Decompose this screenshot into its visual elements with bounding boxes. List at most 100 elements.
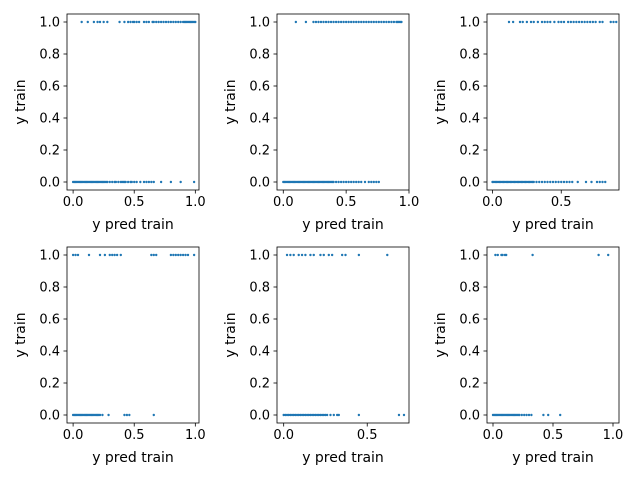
scatter-points xyxy=(71,20,197,184)
scatter-point xyxy=(540,20,544,24)
scatter-point xyxy=(304,413,307,417)
scatter-point xyxy=(339,20,343,24)
scatter-point xyxy=(598,180,601,184)
scatter-point xyxy=(319,413,322,417)
scatter-point xyxy=(554,180,557,184)
x-axis-label: y pred train xyxy=(92,217,174,233)
scatter-point xyxy=(344,253,347,257)
y-tick-label: 0.4 xyxy=(459,112,480,127)
scatter-point xyxy=(284,413,287,417)
scatter-point xyxy=(186,253,190,257)
scatter-point xyxy=(119,253,122,257)
scatter-point xyxy=(312,20,315,24)
scatter-point xyxy=(101,413,104,417)
scatter-point xyxy=(377,180,381,184)
scatter-point xyxy=(332,180,335,184)
scatter-point xyxy=(192,253,196,257)
y-tick-label: 0.0 xyxy=(459,409,480,424)
scatter-point xyxy=(314,20,318,24)
scatter-point xyxy=(111,180,114,184)
scatter-point xyxy=(494,253,497,257)
scatter-point xyxy=(540,180,544,184)
scatter-point xyxy=(360,20,363,24)
x-axis-label: y pred train xyxy=(92,450,174,466)
scatter-point xyxy=(133,180,136,184)
y-tick-label: 0.0 xyxy=(459,176,480,191)
y-tick-label: 0.2 xyxy=(249,377,270,392)
scatter-point xyxy=(337,20,340,24)
scatter-point xyxy=(520,413,523,417)
scatter-point xyxy=(521,20,524,24)
scatter-point xyxy=(294,20,298,24)
scatter-point xyxy=(609,20,612,24)
y-axis-label: y train xyxy=(433,79,449,124)
scatter-point xyxy=(349,180,353,184)
scatter-point xyxy=(501,253,504,257)
subplot-4: 0.0 0.5 1.0 0.0 0.2 0.4 0.6 0.8 1.0 y pred train y… xyxy=(13,246,206,466)
scatter-point xyxy=(155,20,158,24)
scatter-point xyxy=(297,253,300,257)
scatter-point xyxy=(527,413,531,417)
x-tick-label: 0.0 xyxy=(273,195,294,210)
scatter-point xyxy=(295,413,299,417)
scatter-point xyxy=(347,180,350,184)
scatter-point xyxy=(507,20,511,24)
scatter-point xyxy=(572,20,575,24)
scatter-point xyxy=(322,20,325,24)
scatter-point xyxy=(179,20,182,24)
scatter-point xyxy=(304,20,308,24)
scatter-point xyxy=(139,180,142,184)
axes-frame xyxy=(276,246,410,424)
scatter-point xyxy=(159,20,163,24)
scatter-point xyxy=(372,20,375,24)
scatter-point xyxy=(337,413,341,417)
scatter-point xyxy=(164,20,168,24)
scatter-point xyxy=(135,180,138,184)
subplot-1: 0.0 0.5 1.0 0.0 0.2 0.4 0.6 0.8 1.0 y pred train y… xyxy=(13,13,206,233)
y-tick-label: 0.8 xyxy=(39,281,60,296)
scatter-point xyxy=(557,180,560,184)
scatter-point xyxy=(505,253,508,257)
scatter-point xyxy=(145,180,148,184)
scatter-point xyxy=(355,180,358,184)
x-axis-label: y pred train xyxy=(302,217,384,233)
scatter-point xyxy=(591,20,595,24)
scatter-point xyxy=(126,20,130,24)
y-tick-label: 1.0 xyxy=(39,249,60,264)
scatter-point xyxy=(299,413,302,417)
x-tick-label: 0.0 xyxy=(483,428,504,443)
scatter-points xyxy=(282,20,403,184)
x-tick-label: 0.5 xyxy=(357,428,378,443)
y-tick-label: 0.4 xyxy=(39,112,60,127)
scatter-point xyxy=(360,180,363,184)
y-tick-label: 0.8 xyxy=(249,48,270,63)
x-tick-label: 1.0 xyxy=(399,195,420,210)
scatter-point xyxy=(74,253,77,257)
scatter-point xyxy=(102,20,105,24)
scatter-point xyxy=(113,253,116,257)
scatter-point xyxy=(375,20,378,24)
y-tick-label: 0.4 xyxy=(39,345,60,360)
scatter-point xyxy=(352,20,355,24)
scatter-point xyxy=(597,253,600,257)
y-axis-label: y train xyxy=(433,312,449,357)
scatter-point xyxy=(147,180,151,184)
x-tick-label: 0.5 xyxy=(124,195,145,210)
x-tick-label: 0.0 xyxy=(482,195,503,210)
scatter-point xyxy=(583,20,586,24)
scatter-point xyxy=(118,20,121,24)
scatter-point xyxy=(314,413,317,417)
scatter-point xyxy=(402,413,406,417)
scatter-point xyxy=(543,20,546,24)
y-tick-label: 0.8 xyxy=(39,48,60,63)
scatter-point xyxy=(309,253,312,257)
scatter-point xyxy=(322,413,325,417)
scatter-point xyxy=(560,180,563,184)
x-tick-label: 1.0 xyxy=(185,428,206,443)
scatter-point xyxy=(367,180,370,184)
scatter-point xyxy=(546,180,549,184)
scatter-point xyxy=(159,180,163,184)
subplot-grid: 0.0 0.5 1.0 0.0 0.2 0.4 0.6 0.8 1.0 y pred train y… xyxy=(13,13,623,466)
scatter-point xyxy=(123,413,126,417)
y-tick-label: 0.4 xyxy=(249,112,270,127)
